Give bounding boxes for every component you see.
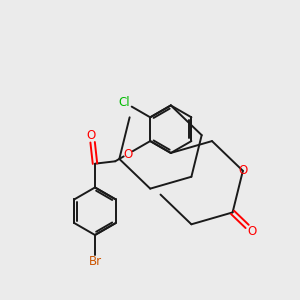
Text: O: O bbox=[238, 164, 248, 177]
Text: Cl: Cl bbox=[119, 96, 130, 109]
Text: O: O bbox=[86, 129, 96, 142]
Text: Br: Br bbox=[88, 255, 102, 268]
Text: O: O bbox=[123, 148, 132, 161]
Text: O: O bbox=[248, 225, 257, 238]
